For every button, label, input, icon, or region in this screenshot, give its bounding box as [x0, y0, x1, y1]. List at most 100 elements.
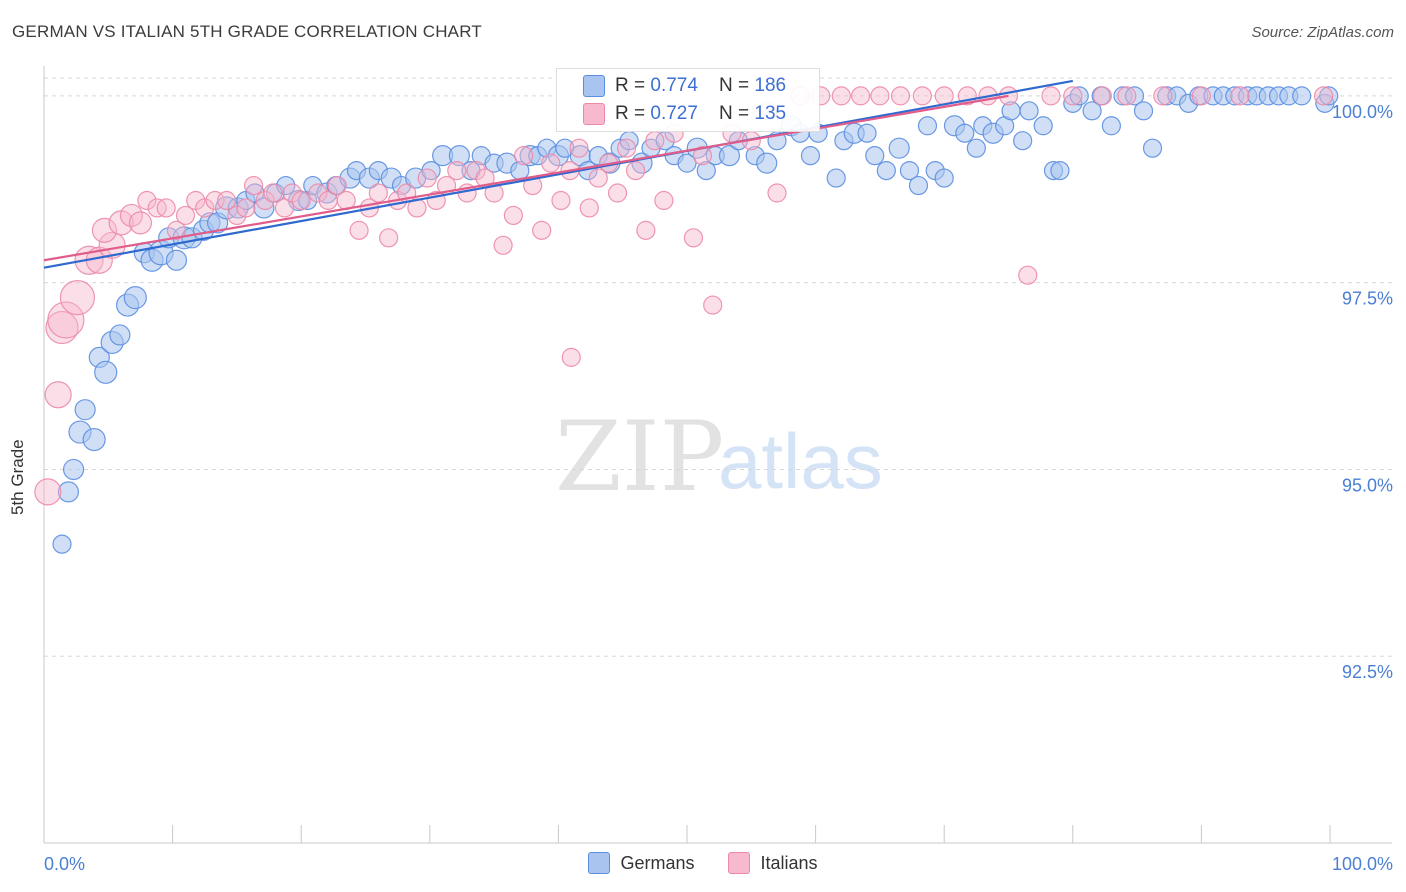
german-point	[908, 175, 929, 196]
italian-point	[503, 205, 523, 226]
italian-point	[1018, 265, 1038, 285]
german-point	[934, 168, 954, 188]
german-point	[966, 138, 986, 158]
italian-point	[561, 347, 581, 367]
german-point	[888, 137, 910, 159]
legend-swatch-italians	[728, 852, 751, 874]
italian-point	[692, 146, 713, 166]
german-point	[1069, 86, 1089, 106]
italian-point	[244, 175, 264, 196]
legend-item-italians[interactable]: Italians	[728, 852, 818, 874]
italian-point	[541, 153, 561, 173]
german-point	[899, 160, 920, 181]
italian-point	[166, 220, 187, 240]
stats-box: R = 0.774 N = 186 R = 0.727 N = 135	[556, 68, 820, 132]
italian-point	[137, 190, 157, 211]
stats-r-label: R =	[615, 75, 651, 96]
x-tick-label: 0.0%	[44, 854, 85, 874]
italian-point	[47, 301, 85, 339]
german-point	[52, 534, 72, 554]
italian-point	[654, 190, 674, 211]
italian-point	[1153, 86, 1173, 106]
italian-point	[263, 183, 283, 203]
italian-point	[1117, 86, 1137, 106]
legend-swatch-germans	[588, 852, 611, 874]
italian-point	[607, 183, 628, 203]
italian-point	[493, 235, 513, 255]
italian-point	[175, 205, 196, 226]
italian-point	[616, 138, 637, 158]
chart-title: GERMAN VS ITALIAN 5TH GRADE CORRELATION …	[12, 22, 482, 41]
stats-n-label: N =	[719, 75, 755, 96]
x-tick-label: 100.0%	[1332, 854, 1393, 874]
german-point	[1050, 160, 1070, 181]
italian-point	[912, 86, 932, 106]
legend-label-italians: Italians	[760, 852, 818, 873]
german-point	[718, 145, 741, 167]
stats-n-value: 135	[754, 103, 787, 124]
german-point	[800, 146, 821, 166]
italian-point	[532, 220, 552, 240]
stats-swatch-italians	[583, 103, 605, 125]
y-tick-label: 95.0%	[1342, 475, 1393, 495]
italian-point	[870, 86, 890, 106]
stats-r-value: 0.727	[650, 103, 698, 124]
german-point	[1133, 101, 1154, 121]
german-point	[1292, 86, 1312, 106]
german-point	[955, 123, 975, 143]
italian-point	[379, 228, 399, 248]
italian-point	[368, 183, 388, 203]
italian-point	[156, 198, 176, 218]
german-point	[1319, 86, 1339, 106]
legend: Germans Italians	[0, 852, 1406, 874]
italian-point	[45, 310, 79, 345]
italian-point	[1063, 86, 1083, 106]
italian-point	[274, 198, 295, 218]
german-point	[857, 123, 877, 143]
german-point	[1033, 116, 1053, 136]
german-point	[917, 116, 938, 136]
german-point	[253, 197, 275, 219]
italian-point	[308, 183, 328, 203]
italian-point	[851, 86, 871, 106]
german-point	[1124, 86, 1145, 106]
italian-point	[255, 190, 275, 211]
italian-point	[890, 86, 911, 106]
italian-point	[327, 175, 347, 196]
italian-point	[1230, 86, 1250, 106]
italian-point	[588, 168, 608, 188]
german-point	[448, 145, 470, 167]
italian-point	[645, 131, 665, 151]
german-point	[94, 360, 118, 384]
german-point	[677, 153, 697, 173]
italian-point	[349, 220, 369, 240]
italian-point	[447, 160, 467, 181]
german-trendline	[43, 79, 1073, 269]
y-tick-label: 92.5%	[1342, 662, 1393, 682]
italian-point	[236, 198, 256, 218]
italian-point	[514, 146, 534, 166]
german-point	[123, 286, 147, 310]
legend-item-germans[interactable]: Germans	[588, 852, 694, 874]
italian-point	[1092, 86, 1112, 106]
german-point	[57, 481, 80, 503]
german-point	[1142, 138, 1163, 158]
legend-label-germans: Germans	[620, 852, 695, 873]
source-note: Source: ZipAtlas.com	[1251, 24, 1394, 41]
italian-point	[119, 203, 144, 228]
italian-point	[217, 190, 237, 211]
stats-n-label: N =	[719, 103, 755, 124]
italian-point	[636, 220, 656, 240]
italian-point	[1191, 86, 1212, 106]
italian-point	[1313, 86, 1334, 106]
german-point	[1082, 101, 1102, 121]
italian-point	[551, 190, 571, 211]
stats-row-germans: R = 0.774 N = 186	[583, 71, 786, 101]
german-point	[1019, 101, 1039, 121]
italian-point	[34, 478, 62, 506]
italian-point	[44, 381, 72, 409]
italian-point	[59, 280, 96, 316]
stats-swatch-germans	[583, 75, 605, 97]
y-tick-label: 97.5%	[1342, 289, 1393, 309]
